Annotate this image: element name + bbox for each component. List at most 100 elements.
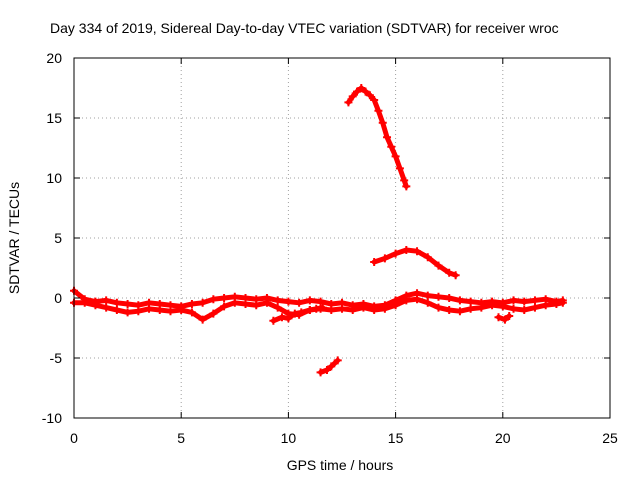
- data-point: [455, 296, 464, 305]
- data-point: [322, 366, 331, 374]
- x-tick-label: 5: [177, 430, 185, 446]
- data-point: [402, 182, 411, 191]
- data-point: [252, 301, 261, 310]
- data-point: [209, 309, 218, 318]
- data-point: [378, 118, 387, 127]
- y-tick-label: 0: [54, 290, 62, 306]
- y-axis-label: SDTVAR / TECUs: [6, 182, 22, 294]
- data-point: [400, 176, 409, 185]
- data-point: [558, 298, 567, 307]
- data-point: [505, 312, 514, 320]
- data-point: [209, 295, 218, 304]
- series-line: [345, 85, 409, 189]
- data-point: [391, 152, 400, 161]
- series-arc-dip: [269, 303, 327, 325]
- data-point: [338, 304, 346, 313]
- data-point: [361, 87, 370, 96]
- data-point: [277, 313, 286, 322]
- y-tick-label: -5: [50, 350, 63, 366]
- data-point: [297, 308, 306, 317]
- data-point: [145, 304, 154, 313]
- data-point: [370, 306, 379, 314]
- data-point: [316, 297, 325, 306]
- data-point: [273, 296, 282, 305]
- data-point: [220, 294, 229, 302]
- data-point: [102, 303, 111, 312]
- data-point: [451, 271, 460, 280]
- data-point: [541, 301, 550, 310]
- data-point: [509, 304, 518, 313]
- data-point: [520, 306, 529, 314]
- data-point: [365, 91, 374, 100]
- x-tick-label: 10: [281, 430, 297, 446]
- data-point: [402, 246, 411, 254]
- data-point: [552, 300, 561, 308]
- data-point: [198, 315, 207, 324]
- x-axis-label: GPS time / hours: [287, 457, 394, 473]
- series-arc-high: [344, 84, 411, 191]
- data-point: [187, 308, 196, 317]
- data-point: [348, 306, 357, 314]
- data-point: [434, 261, 443, 270]
- data-point: [530, 296, 539, 305]
- data-point: [123, 300, 132, 308]
- data-point: [220, 302, 229, 311]
- data-point: [413, 247, 422, 256]
- data-point: [357, 84, 366, 92]
- data-point: [402, 296, 411, 305]
- data-point: [312, 304, 321, 313]
- data-point: [488, 301, 497, 310]
- data-point: [498, 302, 507, 311]
- data-point: [102, 296, 111, 305]
- chart-title: Day 334 of 2019, Sidereal Day-to-day VTE…: [50, 20, 559, 36]
- data-point: [423, 298, 432, 307]
- x-tick-label: 20: [495, 430, 511, 446]
- data-point: [327, 306, 336, 314]
- data-point: [91, 301, 100, 310]
- data-point: [333, 356, 342, 365]
- data-point: [520, 297, 529, 306]
- x-axis-ticks: 0 5 10 15 20 25: [70, 58, 618, 446]
- series-arc-low: [316, 356, 342, 377]
- data-point: [494, 313, 503, 322]
- x-tick-label: 25: [602, 430, 618, 446]
- series-arc-mid: [370, 246, 460, 280]
- data-point: [327, 362, 336, 371]
- data-point: [112, 306, 121, 314]
- data-point: [134, 307, 143, 316]
- y-tick-label: 5: [54, 230, 62, 246]
- y-axis-ticks: -10 -5 0 5 10 15 20: [42, 50, 610, 426]
- data-point: [370, 96, 379, 104]
- data-point: [198, 298, 207, 307]
- data-point: [445, 306, 454, 314]
- data-point: [423, 291, 432, 300]
- data-point: [445, 294, 454, 302]
- data-point: [380, 254, 389, 263]
- data-point: [273, 303, 282, 312]
- data-point: [348, 92, 357, 101]
- data-point: [455, 307, 464, 316]
- data-point: [230, 298, 239, 307]
- data-point: [316, 368, 325, 377]
- series-arc-late: [494, 312, 514, 324]
- data-point: [387, 142, 396, 151]
- data-point: [370, 258, 379, 266]
- data-point: [305, 296, 314, 305]
- data-point: [123, 308, 132, 317]
- data-point: [477, 303, 486, 312]
- data-point: [395, 164, 404, 173]
- y-tick-label: 10: [46, 170, 62, 186]
- data-point: [177, 306, 186, 314]
- data-point: [353, 87, 362, 96]
- data-point: [500, 315, 509, 324]
- data-point: [295, 298, 304, 307]
- data-point: [434, 303, 443, 312]
- data-point: [423, 253, 432, 262]
- data-point: [434, 292, 443, 301]
- data-point: [466, 304, 475, 313]
- y-tick-label: 15: [46, 110, 62, 126]
- data-point: [305, 306, 314, 314]
- data-point: [166, 307, 175, 316]
- data-point: [187, 300, 196, 308]
